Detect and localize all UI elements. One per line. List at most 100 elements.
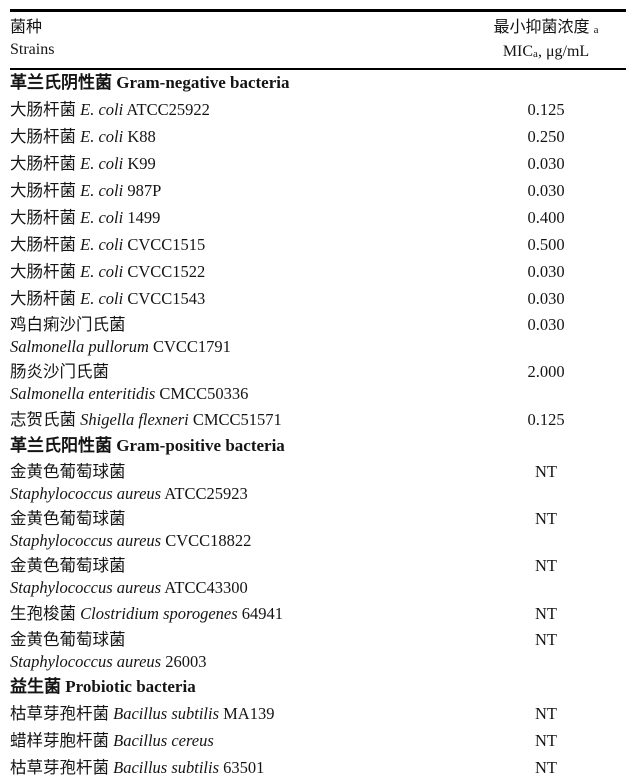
strain-name-latin: E. coli	[80, 289, 124, 308]
strain-row: 大肠杆菌 E. coli K88 0.250	[10, 123, 626, 150]
strain-name-cell: 大肠杆菌 E. coli K99	[10, 150, 466, 177]
strain-name-line2: Salmonella pullorum CVCC1791	[10, 336, 466, 358]
strain-row: 志贺氏菌 Shigella flexneri CMCC51571 0.125	[10, 406, 626, 433]
strain-name-line2: Staphylococcus aureus CVCC18822	[10, 530, 466, 552]
strain-name-cell: 枯草芽孢杆菌 Bacillus subtilis 63501	[10, 754, 466, 780]
strain-name-cn: 大肠杆菌	[10, 154, 81, 173]
strain-code: CVCC1543	[123, 289, 206, 308]
strain-name-latin: E. coli	[80, 154, 124, 173]
strain-row: 大肠杆菌 E. coli ATCC25922 0.125	[10, 96, 626, 123]
strain-name-cell: 大肠杆菌 E. coli CVCC1522	[10, 258, 466, 285]
header-strains-cell: 菌种 Strains	[10, 17, 466, 65]
strain-row: 金黄色葡萄球菌 Staphylococcus aureus ATCC43300 NT	[10, 553, 626, 600]
strain-name-cn: 生孢梭菌	[10, 604, 81, 623]
strain-name-latin: Staphylococcus aureus	[10, 652, 162, 671]
strain-name-cn: 蜡样芽胞杆菌	[10, 731, 114, 750]
strain-row: 蜡样芽胞杆菌 Bacillus cereus NT	[10, 727, 626, 754]
strain-name-cn: 大肠杆菌	[10, 127, 81, 146]
mic-value: NT	[535, 604, 557, 623]
mic-value: 0.030	[527, 315, 565, 334]
strain-name-cn: 金黄色葡萄球菌	[10, 509, 126, 528]
strain-name-cn: 志贺氏菌	[10, 410, 81, 429]
header-mic-unit: , μg/mL	[537, 43, 590, 60]
header-strains-cn: 菌种	[10, 19, 43, 36]
strain-code: 63501	[219, 758, 265, 777]
strain-row: 大肠杆菌 E. coli 987P 0.030	[10, 177, 626, 204]
strain-name-latin: E. coli	[80, 262, 124, 281]
strain-name-cell: 枯草芽孢杆菌 Bacillus subtilis MA139	[10, 700, 466, 727]
mic-value: 2.000	[527, 362, 565, 381]
table-body: 革兰氏阴性菌 Gram-negative bacteria 大肠杆菌 E. col…	[10, 70, 626, 780]
strain-code: CVCC1791	[148, 337, 231, 356]
strain-code: CVCC1522	[123, 262, 206, 281]
strain-row: 金黄色葡萄球菌 Staphylococcus aureus ATCC25923 NT	[10, 459, 626, 506]
strain-name-latin: Staphylococcus aureus	[10, 484, 162, 503]
strain-row: 大肠杆菌 E. coli CVCC1515 0.500	[10, 231, 626, 258]
strain-row: 大肠杆菌 E. coli CVCC1543 0.030	[10, 285, 626, 312]
strain-name-cn: 大肠杆菌	[10, 289, 81, 308]
strain-name-cell: 大肠杆菌 E. coli ATCC25922	[10, 96, 466, 123]
strain-name-cell: 志贺氏菌 Shigella flexneri CMCC51571	[10, 406, 466, 433]
strain-row: 鸡白痢沙门氏菌 Salmonella pullorum CVCC1791 0.030	[10, 312, 626, 359]
strain-name-cn: 大肠杆菌	[10, 208, 81, 227]
strain-name-latin: Clostridium sporogenes	[80, 604, 238, 623]
header-mic-cn: 最小抑菌浓度 a	[466, 17, 626, 41]
mic-footnote-marker: a	[533, 48, 538, 60]
strain-row: 大肠杆菌 E. coli K99 0.030	[10, 150, 626, 177]
mic-value: 0.030	[527, 289, 565, 308]
mic-value: NT	[535, 462, 557, 481]
strain-code: K88	[123, 127, 156, 146]
strain-name-latin: E. coli	[80, 127, 124, 146]
strain-name-latin: Shigella flexneri	[80, 410, 189, 429]
strain-code: ATCC25923	[161, 484, 248, 503]
header-mic-cn-text: 最小抑菌浓度	[493, 19, 590, 36]
strain-code: MA139	[219, 704, 275, 723]
mic-value: 0.250	[527, 127, 565, 146]
mic-value: 0.030	[527, 262, 565, 281]
strain-name-latin: Bacillus subtilis	[113, 704, 220, 723]
strain-row: 大肠杆菌 E. coli CVCC1522 0.030	[10, 258, 626, 285]
strain-name-latin: E. coli	[80, 208, 124, 227]
strain-name-cell: 大肠杆菌 E. coli K88	[10, 123, 466, 150]
strain-name-cn: 金黄色葡萄球菌	[10, 630, 126, 649]
mic-footnote-marker: a	[593, 24, 599, 36]
strain-name-cell: 肠炎沙门氏菌 Salmonella enteritidis CMCC50336	[10, 359, 466, 406]
section-header-row: 益生菌 Probiotic bacteria	[10, 677, 196, 696]
mic-value: NT	[535, 509, 557, 528]
strain-name-cell: 蜡样芽胞杆菌 Bacillus cereus	[10, 727, 466, 754]
strain-code: 64941	[237, 604, 284, 623]
strain-code: CMCC50336	[155, 384, 249, 403]
mic-value: NT	[535, 704, 557, 723]
strain-name-cn: 金黄色葡萄球菌	[10, 462, 126, 481]
strain-name-cell: 鸡白痢沙门氏菌 Salmonella pullorum CVCC1791	[10, 312, 466, 359]
strain-code: K99	[123, 154, 156, 173]
strain-name-line2: Staphylococcus aureus ATCC43300	[10, 577, 466, 599]
strain-name-latin: Bacillus cereus	[113, 731, 214, 750]
strain-name-cn: 大肠杆菌	[10, 262, 81, 281]
strain-name-line2: Salmonella enteritidis CMCC50336	[10, 383, 466, 405]
strain-name-cn: 大肠杆菌	[10, 181, 81, 200]
strain-row: 生孢梭菌 Clostridium sporogenes 64941 NT	[10, 600, 626, 627]
strain-name-latin: E. coli	[80, 100, 124, 119]
strain-name-cell: 大肠杆菌 E. coli CVCC1543	[10, 285, 466, 312]
strain-name-cell: 金黄色葡萄球菌 Staphylococcus aureus 26003	[10, 627, 466, 674]
strain-code: CMCC51571	[188, 410, 282, 429]
strain-code: 26003	[161, 652, 207, 671]
strain-row: 金黄色葡萄球菌 Staphylococcus aureus CVCC18822 NT	[10, 506, 626, 553]
strain-name-cell: 生孢梭菌 Clostridium sporogenes 64941	[10, 600, 466, 627]
mic-value: NT	[535, 630, 557, 649]
strain-name-cell: 金黄色葡萄球菌 Staphylococcus aureus ATCC25923	[10, 459, 466, 506]
strain-name-latin: Salmonella pullorum	[10, 337, 149, 356]
header-mic-abbr: MIC	[502, 43, 534, 60]
strain-name-cell: 金黄色葡萄球菌 Staphylococcus aureus ATCC43300	[10, 553, 466, 600]
strain-name-latin: Salmonella enteritidis	[10, 384, 156, 403]
strain-code: CVCC18822	[161, 531, 252, 550]
strain-row: 枯草芽孢杆菌 Bacillus subtilis 63501 NT	[10, 754, 626, 780]
strain-name-cn: 金黄色葡萄球菌	[10, 556, 126, 575]
mic-value: 0.125	[527, 410, 565, 429]
mic-value: NT	[535, 758, 557, 777]
header-mic-en: MICa, μg/mL	[466, 41, 626, 65]
header-mic-cell: 最小抑菌浓度 a MICa, μg/mL	[466, 17, 626, 65]
section-header-row: 革兰氏阳性菌 Gram-positive bacteria	[10, 436, 285, 455]
strain-name-latin: E. coli	[80, 235, 124, 254]
